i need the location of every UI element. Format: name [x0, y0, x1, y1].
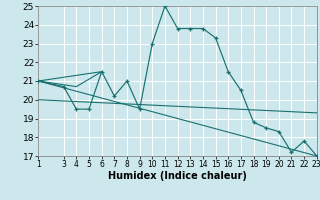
- X-axis label: Humidex (Indice chaleur): Humidex (Indice chaleur): [108, 171, 247, 181]
